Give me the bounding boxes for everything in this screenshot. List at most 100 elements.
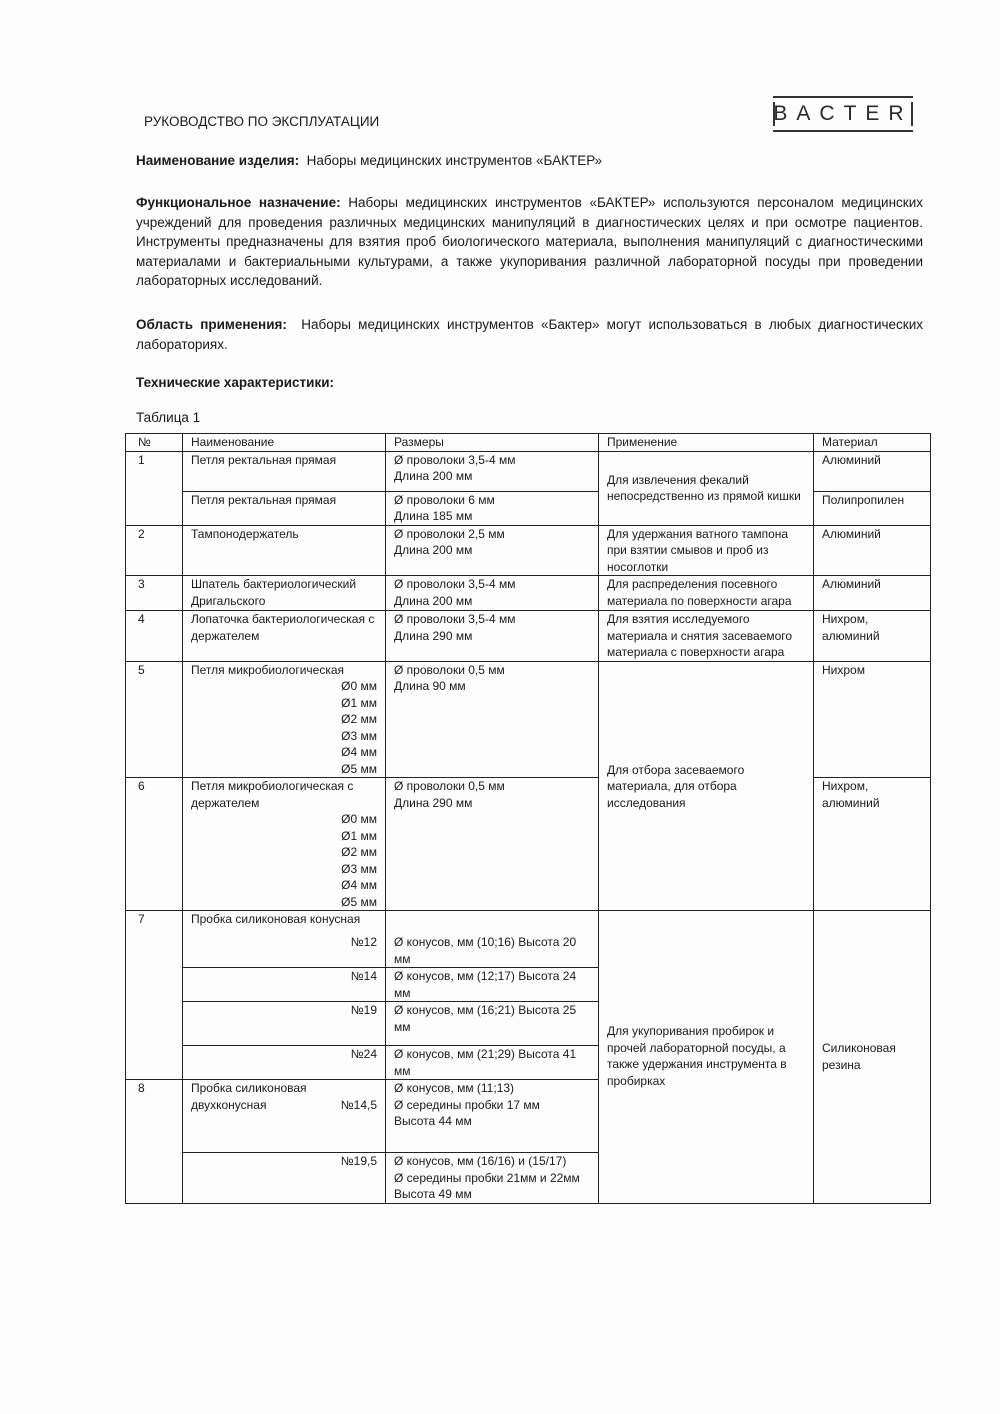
- cell-material: Нихром, алюминий: [813, 610, 931, 662]
- specs-heading: Технические характеристики:: [136, 373, 923, 393]
- size-line: Ø проволоки 3,5-4 мм: [394, 452, 516, 467]
- logo-text: BACTER: [773, 102, 913, 125]
- cell-size: Ø конусов, мм (16;21) Высота 25 мм: [385, 1001, 599, 1046]
- scope: Область применения: Наборы медицинских и…: [136, 315, 923, 354]
- cell-name: №14: [182, 967, 386, 1002]
- cell-material: Алюминий: [813, 450, 931, 492]
- size-line: Ø проволоки 6 мм: [394, 492, 495, 507]
- table-row: 4 Лопаточка бактериологическая с держате…: [125, 610, 931, 662]
- cell-material: Нихром: [813, 660, 931, 778]
- table-row: 2 Тампонодержатель Ø проволоки 2,5 мм Дли…: [125, 524, 931, 576]
- header-name: Наименование: [182, 433, 386, 452]
- cell-material: Нихром, алюминий: [813, 777, 931, 911]
- cell-size: Ø проволоки 6 мм Длина 185 мм: [385, 490, 599, 526]
- product-value: Наборы медицинских инструментов «БАКТЕР»: [306, 153, 602, 168]
- variant: №19,5: [340, 1154, 377, 1168]
- cell-size: Ø проволоки 3,5-4 мм Длина 200 мм: [385, 450, 599, 492]
- cell-application: Для укупоривания пробирок и прочей лабор…: [598, 910, 814, 1204]
- table-row: 8 Пробка силиконовая двухконусная №14,5 Ø…: [125, 1079, 931, 1204]
- size-line: Ø конусов, мм (16/16) и (15/17): [394, 1154, 567, 1168]
- variant: №14: [350, 969, 377, 983]
- table-caption: Таблица 1: [136, 410, 201, 425]
- size-line: Длина 200 мм: [394, 543, 473, 557]
- cell-name: Петля ректальная прямая: [182, 490, 386, 526]
- cell-name: №19: [182, 1001, 386, 1046]
- cell-name: №24: [182, 1045, 386, 1080]
- table-row: 7 Пробка силиконовая конусная №12 Ø конус…: [125, 910, 931, 1204]
- size-line: Длина 90 мм: [394, 679, 466, 693]
- cell-size: Ø проволоки 2,5 мм Длина 200 мм: [385, 524, 599, 576]
- size-line: Длина 290 мм: [394, 795, 473, 810]
- table-row: №14 Ø конусов, мм (12;17) Высота 24 мм: [126, 967, 931, 1002]
- document-title: РУКОВОДСТВО ПО ЭКСПЛУАТАЦИИ: [144, 114, 380, 129]
- cell-name: Шпатель бактериологический Дригальского: [182, 575, 386, 611]
- purpose-value: Наборы медицинских инструментов «БАКТЕР»…: [136, 195, 923, 288]
- size-line: Ø проволоки 3,5-4 мм: [394, 612, 516, 626]
- cell-material: Алюминий: [813, 524, 931, 576]
- cell-application: Для распределения посевного материала по…: [598, 575, 814, 611]
- variant: Ø5 мм: [341, 761, 377, 776]
- cell-size: Ø конусов, мм (16/16) и (15/17) Ø середин…: [385, 1152, 599, 1204]
- size-line: Высота 44 мм: [394, 1114, 472, 1128]
- cell-application: Для взятия исследуемого материала и снят…: [598, 610, 814, 662]
- table-header: № Наименование Размеры Применение Матери…: [125, 433, 931, 452]
- variant: №14,5: [340, 1098, 377, 1112]
- variant: Ø3 мм: [341, 728, 377, 743]
- variant: Ø1 мм: [341, 695, 377, 710]
- item-name: Петля микробиологическая с держателем: [191, 779, 354, 810]
- size-line: Ø конусов, мм (11;13): [394, 1081, 515, 1095]
- header-size: Размеры: [385, 433, 599, 452]
- table-row: 5 Петля микробиологическая Ø0 мм Ø1 мм Ø2 …: [125, 660, 931, 911]
- cell-name: Петля микробиологическая с держателем Ø0…: [182, 777, 386, 911]
- variant: №24: [350, 1047, 377, 1061]
- cell-name: Петля ректальная прямая: [182, 450, 386, 492]
- variant: Ø0 мм: [341, 812, 377, 826]
- size-line: Длина 200 мм: [394, 593, 473, 608]
- cell-name: №19,5: [182, 1152, 386, 1204]
- variant: Ø5 мм: [341, 894, 377, 909]
- size-line: Высота 49 мм: [394, 1187, 472, 1201]
- item-name: Петля микробиологическая: [191, 662, 345, 677]
- header-no: №: [125, 433, 183, 452]
- cell-no: 1: [125, 450, 183, 526]
- cell-application: Для извлечения фекалий непосредственно и…: [598, 450, 814, 526]
- variant: Ø1 мм: [341, 828, 377, 843]
- variant: Ø4 мм: [341, 745, 377, 759]
- size-line: Ø середины пробки 17 мм: [394, 1097, 540, 1112]
- variant: №19: [350, 1003, 377, 1017]
- cell-size: Ø проволоки 0,5 мм Длина 90 мм: [385, 660, 599, 778]
- size-line: Длина 290 мм: [394, 628, 473, 643]
- cell-no: 5: [125, 660, 183, 778]
- cell-application: Для отбора засеваемого материала, для от…: [598, 660, 814, 911]
- table-row: 3 Шпатель бактериологический Дригальског…: [125, 575, 931, 611]
- cell-size: Ø конусов, мм (21;29) Высота 41 мм: [385, 1045, 599, 1080]
- size-line: Длина 200 мм: [394, 469, 473, 483]
- size-line: Ø середины пробки 21мм и 22мм: [394, 1170, 580, 1185]
- cell-name: Пробка силиконовая конусная №12: [182, 910, 386, 968]
- variant: №12: [350, 934, 377, 949]
- variant: Ø0 мм: [341, 679, 377, 693]
- cell-size: Ø проволоки 3,5-4 мм Длина 290 мм: [385, 610, 599, 662]
- purpose-label: Функциональное назначение:: [136, 195, 341, 210]
- cell-no: 6: [125, 777, 183, 911]
- product-label: Наименование изделия:: [136, 153, 300, 168]
- cell-no: 4: [125, 610, 183, 662]
- cell-material: Алюминий: [813, 575, 931, 611]
- cell-application: Для удержания ватного тампона при взятии…: [598, 524, 814, 576]
- cell-no: 2: [125, 524, 183, 576]
- size-line: Ø проволоки 0,5 мм: [394, 779, 505, 793]
- scope-label: Область применения:: [136, 317, 287, 332]
- cell-size: Ø проволоки 3,5-4 мм Длина 200 мм: [385, 575, 599, 611]
- variant: Ø2 мм: [341, 845, 377, 859]
- cell-material: Силиконовая резина: [813, 910, 931, 1204]
- cell-size: Ø конусов, мм (11;13) Ø середины пробки 1…: [385, 1079, 599, 1153]
- item-name: Пробка силиконовая двухконусная: [191, 1081, 307, 1112]
- header-application: Применение: [598, 433, 814, 452]
- variant: Ø4 мм: [341, 878, 377, 892]
- product-name: Наименование изделия: Наборы медицинских…: [136, 151, 923, 171]
- purpose: Функциональное назначение: Наборы медици…: [136, 193, 923, 291]
- cell-no: 3: [125, 575, 183, 611]
- specs-table: № Наименование Размеры Применение Матери…: [125, 433, 931, 1204]
- cell-size: Ø конусов, мм (12;17) Высота 24 мм: [385, 967, 599, 1002]
- table-row: Петля ректальная прямая Ø проволоки 6 мм…: [126, 490, 931, 526]
